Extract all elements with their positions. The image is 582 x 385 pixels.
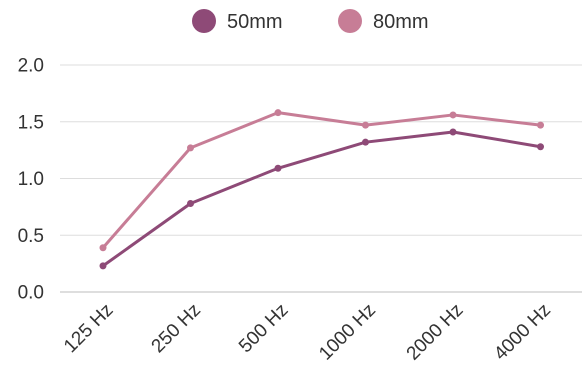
- legend-label: 50mm: [227, 11, 283, 33]
- data-point-80mm: [449, 111, 457, 119]
- data-point-50mm: [187, 199, 194, 207]
- legend-marker: [338, 9, 362, 33]
- data-point-50mm: [274, 164, 282, 172]
- x-tick-label: 125 Hz: [60, 300, 117, 357]
- series-line-80mm: [101, 111, 542, 250]
- x-tick-label: 1000 Hz: [315, 300, 380, 365]
- y-axis: 0.0 0.5 1.0 1.5 2.0: [18, 56, 44, 304]
- legend-marker: [192, 9, 216, 33]
- data-point-50mm: [449, 128, 457, 136]
- data-point-80mm: [274, 109, 282, 117]
- y-tick-label: 0.5: [18, 226, 44, 247]
- x-axis: 125 Hz 250 Hz 500 Hz 1000 Hz 2000 Hz 4000 Hz: [60, 300, 555, 365]
- y-tick-label: 1.0: [18, 169, 44, 190]
- x-tick-label: 4000 Hz: [490, 300, 555, 365]
- series-line-50mm: [101, 130, 542, 268]
- data-point-80mm: [187, 144, 194, 152]
- y-tick-label: 1.5: [18, 112, 44, 133]
- legend-label: 80mm: [373, 11, 429, 33]
- x-tick-label: 500 Hz: [235, 300, 292, 357]
- data-point-80mm: [362, 121, 369, 129]
- series-lines: [99, 109, 544, 270]
- x-tick-label: 2000 Hz: [403, 300, 468, 365]
- legend: 50mm 80mm: [192, 9, 429, 33]
- y-tick-label: 2.0: [18, 56, 44, 77]
- data-point-50mm: [537, 143, 544, 151]
- data-point-80mm: [537, 121, 544, 129]
- gridlines: [60, 64, 582, 293]
- data-point-50mm: [99, 262, 107, 270]
- data-point-50mm: [362, 138, 369, 146]
- x-tick-label: 250 Hz: [148, 300, 205, 357]
- y-tick-label: 0.0: [18, 283, 44, 304]
- data-point-80mm: [99, 244, 107, 252]
